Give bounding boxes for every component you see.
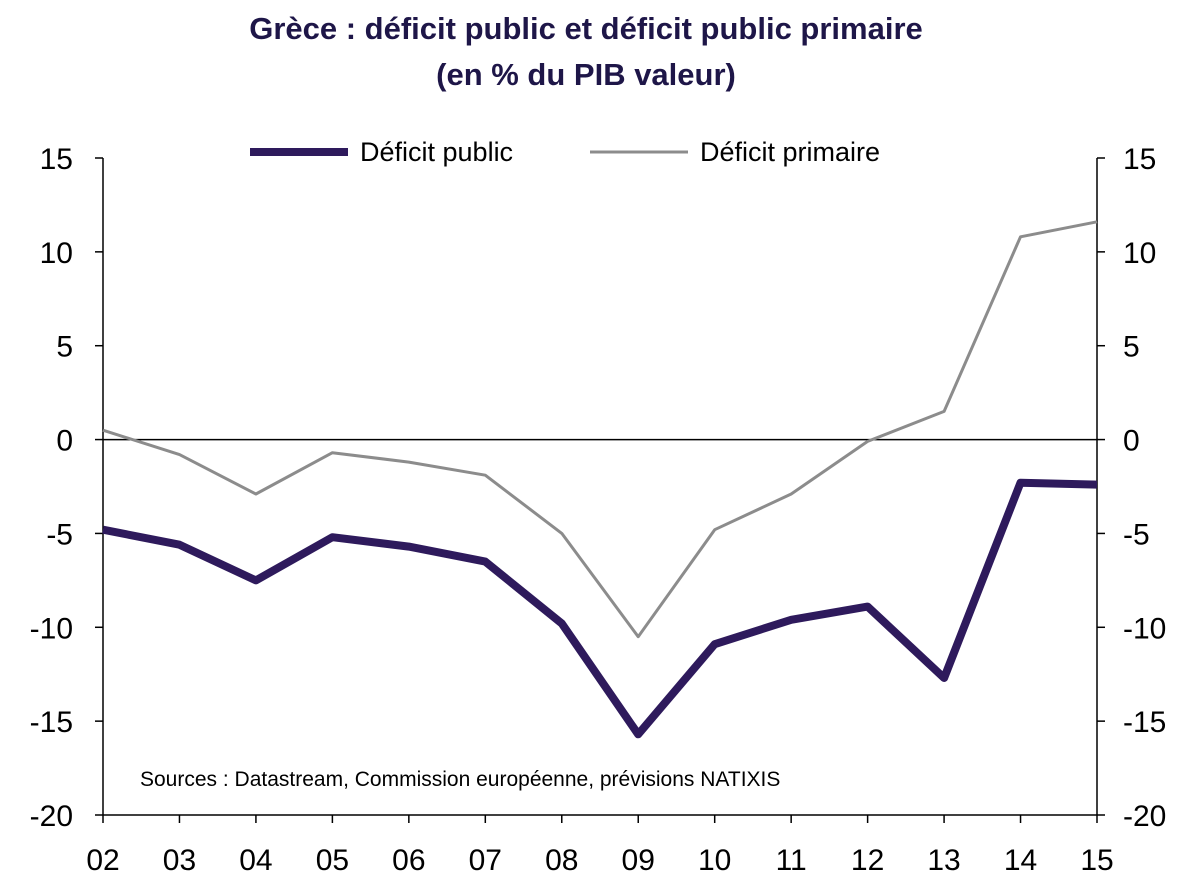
series-layer (102, 220, 1098, 739)
x-tick-label-15: 15 (1080, 844, 1113, 875)
legend-label-deficit-public: Déficit public (360, 137, 513, 167)
legend: Déficit public Déficit primaire (250, 137, 880, 167)
x-tick-label-08: 08 (545, 844, 578, 875)
x-tick-label-11: 11 (776, 844, 807, 875)
y-tick-label-right: -10 (1123, 612, 1166, 645)
y-tick-label-left: -5 (46, 518, 73, 551)
chart-subtitle: (en % du PIB valeur) (436, 57, 736, 92)
y-tick-label-left: -15 (30, 706, 73, 739)
x-tick-label-03: 03 (163, 844, 196, 875)
x-tick-label-05: 05 (316, 844, 349, 875)
x-tick-label-09: 09 (622, 844, 655, 875)
x-tick-label-10: 10 (698, 844, 731, 875)
y-tick-label-right: 5 (1123, 331, 1140, 364)
y-tick-label-right: 0 (1123, 425, 1140, 458)
y-tick-label-right: -20 (1123, 800, 1166, 833)
y-tick-label-left: -20 (30, 800, 73, 833)
y-tick-label-left: 5 (56, 331, 73, 364)
y-tick-label-left: 10 (40, 237, 73, 270)
series-line-deficit-primaire (102, 220, 1098, 639)
x-tick-label-06: 06 (392, 844, 425, 875)
legend-label-deficit-primaire: Déficit primaire (700, 137, 880, 167)
x-tick-label-12: 12 (851, 844, 884, 875)
source-annotation: Sources : Datastream, Commission europée… (140, 768, 780, 791)
series-line-deficit-public (102, 478, 1098, 739)
y-tick-label-left: -10 (30, 612, 73, 645)
x-tick-label-14: 14 (1004, 844, 1037, 875)
y-tick-label-left: 15 (40, 143, 73, 176)
y-tick-label-right: -15 (1123, 706, 1166, 739)
chart-title: Grèce : déficit public et déficit public… (249, 11, 923, 46)
x-tick-label-07: 07 (469, 844, 502, 875)
y-tick-label-right: 15 (1123, 143, 1156, 176)
axes: 15 15 10 10 5 5 0 0 -5 -5 -10 -10 -15 -15 -20 -20 02 03 04… (30, 143, 1167, 875)
x-tick-label-04: 04 (239, 844, 272, 875)
y-tick-label-left: 0 (56, 425, 73, 458)
y-tick-label-right: -5 (1123, 518, 1150, 551)
x-tick-label-02: 02 (86, 844, 119, 875)
y-tick-label-right: 10 (1123, 237, 1156, 270)
x-tick-label-13: 13 (927, 844, 960, 875)
